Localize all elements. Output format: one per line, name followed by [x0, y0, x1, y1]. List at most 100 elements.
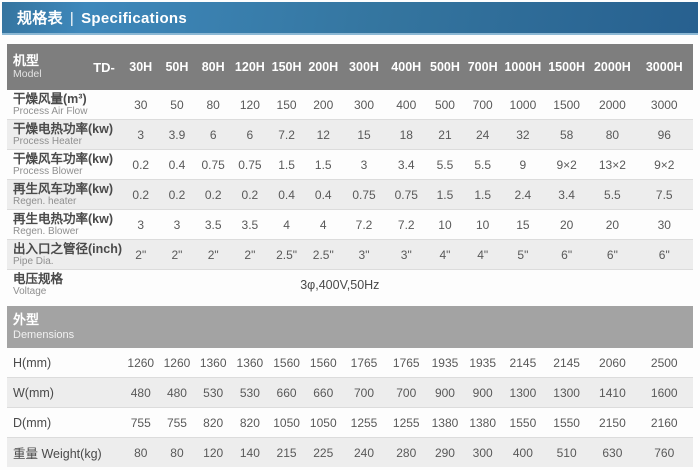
- model-label-zh: 机型: [13, 53, 40, 68]
- spec-row-label: 干燥风量(m³) Process Air Flow: [7, 90, 123, 120]
- dimension-value: 2145: [509, 355, 537, 370]
- spec-value: 30: [635, 209, 693, 240]
- spec-value: 32: [501, 119, 545, 150]
- spec-value: 2.5": [304, 239, 342, 270]
- spec-value: 7.2: [268, 119, 305, 150]
- spec-row-label: 干燥电热功率(kw) Process Heater: [7, 119, 123, 150]
- dimension-value: 1050: [304, 407, 342, 438]
- dimension-value: 2150: [589, 407, 636, 438]
- spec-value: 150: [276, 97, 297, 112]
- voltage-row-label: 电压规格 Voltage: [7, 269, 123, 299]
- spec-value: 3: [341, 149, 387, 180]
- spec-value: 400: [396, 97, 417, 112]
- dimension-value: 2060: [599, 355, 626, 370]
- spec-value: 1.5: [268, 149, 305, 180]
- spec-row-label: 再生电热功率(kw) Regen. Blower: [7, 209, 123, 240]
- dimension-value: 530: [231, 377, 269, 408]
- dimension-row-label: D(mm): [7, 407, 123, 438]
- model-column-header: 400H: [386, 44, 427, 90]
- dimension-value: 400: [501, 437, 545, 467]
- spec-value: 3": [386, 239, 427, 270]
- dimension-value: 755: [158, 407, 196, 438]
- spec-value: 6": [544, 239, 590, 270]
- dimension-value: 630: [589, 437, 636, 467]
- dimension-value: 755: [122, 407, 159, 438]
- spec-value: 7.2: [386, 209, 427, 240]
- model-column-header: 1500H: [544, 44, 590, 90]
- spec-value: 1.5: [426, 179, 464, 210]
- spec-value: 120: [239, 97, 260, 112]
- spec-value: 0.4: [304, 179, 342, 210]
- spec-value: 15: [341, 119, 387, 150]
- spec-label-en: Pipe Dia.: [13, 255, 54, 267]
- voltage-row: 电压规格 Voltage 3φ,400V,50Hz: [7, 269, 693, 299]
- spec-row: 干燥风量(m³) Process Air Flow 30 50 80 120 150 200 3…: [7, 90, 693, 120]
- dimension-value: 1765: [392, 355, 420, 370]
- spec-label-en: Process Air Flow: [13, 105, 88, 117]
- section-title-zh: 外型: [13, 312, 40, 327]
- spec-value: 4: [304, 209, 342, 240]
- spec-value: 0.2: [122, 149, 159, 180]
- table-header-row: 机型 Model TD- 30H 50H 80H 120H 150H 200H 300H 400H 5…: [7, 44, 693, 90]
- spec-value: 3.5: [195, 209, 232, 240]
- spec-value: 10: [426, 209, 464, 240]
- dimension-value: 1410: [589, 377, 636, 408]
- dimension-row-label: H(mm): [13, 355, 52, 370]
- dimension-value: 1560: [273, 355, 300, 370]
- spec-value: 1500: [553, 97, 580, 112]
- spec-row: 再生风车功率(kw) Regen. heater 0.2 0.2 0.2 0.2 0.4 0.…: [7, 179, 693, 210]
- dimensions-table: H(mm) 1260 1260 1360 1360 1560 1560 1765 1765 193…: [7, 348, 693, 467]
- spec-row-label: 出入口之管径(inch) Pipe Dia.: [7, 239, 123, 270]
- voltage-value: 3φ,400V,50Hz: [122, 269, 693, 299]
- spec-value: 20: [589, 209, 636, 240]
- page-title: 规格表 | Specifications: [17, 7, 187, 28]
- dimension-value: 700: [386, 377, 427, 408]
- model-column-header: 200H: [304, 44, 342, 90]
- dimension-value: 660: [268, 377, 305, 408]
- spec-value: 3.4: [544, 179, 590, 210]
- spec-value: 0.2: [158, 179, 196, 210]
- spec-value: 2.4: [501, 179, 545, 210]
- dimension-value: 280: [386, 437, 427, 467]
- model-header-cell: 机型 Model: [7, 44, 86, 90]
- spec-value: 6": [635, 239, 693, 270]
- page-title-separator: |: [69, 10, 75, 27]
- dimension-value: 80: [158, 437, 196, 467]
- dimension-value: 760: [635, 437, 693, 467]
- specifications-table-wrap: 机型 Model TD- 30H 50H 80H 120H 150H 200H 300H 400H 5…: [7, 44, 693, 299]
- spec-label-en: Process Heater: [13, 135, 82, 147]
- spec-value: 3": [341, 239, 387, 270]
- spec-row: 干燥风车功率(kw) Process Blower 0.2 0.4 0.75 0.75 1.…: [7, 149, 693, 180]
- dimension-value: 2500: [650, 355, 678, 370]
- spec-label-zh: 再生风车功率(kw): [13, 181, 114, 196]
- spec-label-zh: 再生电热功率(kw): [13, 211, 114, 226]
- spec-value: 15: [501, 209, 545, 240]
- spec-value: 3.9: [158, 119, 196, 150]
- voltage-label-zh: 电压规格: [13, 271, 64, 286]
- dimension-value: 1260: [127, 355, 155, 370]
- dimension-value: 530: [195, 377, 232, 408]
- spec-value: 5": [501, 239, 545, 270]
- spec-value: 5.5: [589, 179, 636, 210]
- spec-value: 2.5": [268, 239, 305, 270]
- spec-value: 3: [122, 119, 159, 150]
- dimension-value: 900: [463, 377, 502, 408]
- spec-label-zh: 干燥风量(m³): [13, 91, 87, 106]
- dimension-value: 1935: [469, 355, 497, 370]
- spec-value: 80: [206, 97, 220, 112]
- spec-value: 96: [635, 119, 693, 150]
- spec-value: 1.5: [463, 179, 502, 210]
- dimension-value: 240: [341, 437, 387, 467]
- spec-value: 0.75: [231, 149, 269, 180]
- spec-table: 机型 Model TD- 30H 50H 80H 120H 150H 200H 300H 400H 5…: [7, 44, 693, 299]
- spec-value: 13×2: [589, 149, 636, 180]
- model-column-header: 1000H: [501, 44, 545, 90]
- spec-value: 9×2: [544, 149, 590, 180]
- model-prefix: TD-: [85, 44, 123, 90]
- spec-value: 5.5: [463, 149, 502, 180]
- spec-row: 再生电热功率(kw) Regen. Blower 3 3 3.5 3.5 4 4 7.2 7.2 1…: [7, 209, 693, 240]
- model-column-header: 150H: [268, 44, 305, 90]
- spec-value: 0.2: [231, 179, 269, 210]
- voltage-label-en: Voltage: [13, 285, 47, 297]
- spec-value: 4": [463, 239, 502, 270]
